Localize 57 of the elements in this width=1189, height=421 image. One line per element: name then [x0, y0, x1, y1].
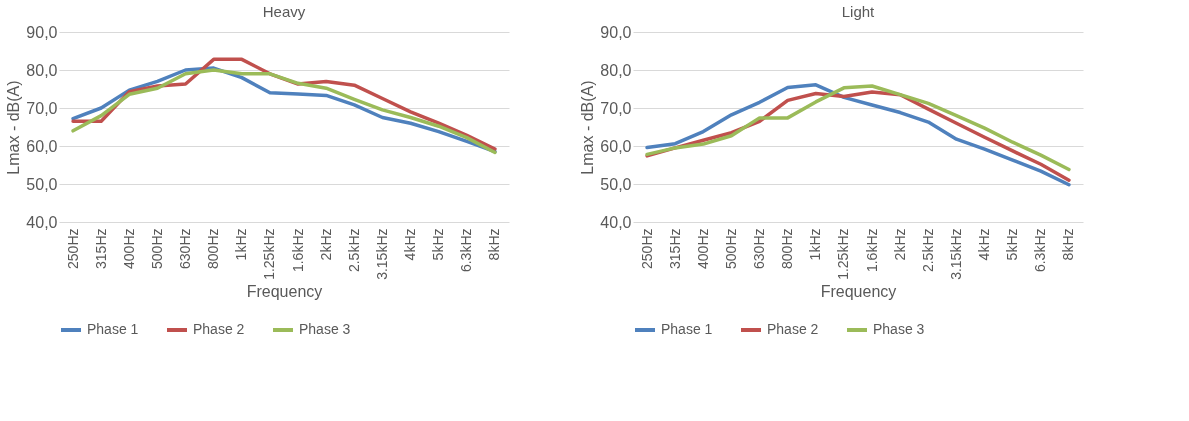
- y-tick-label: 90,0: [600, 23, 632, 41]
- legend-label: Phase 1: [87, 321, 139, 337]
- legend-label: Phase 3: [873, 321, 925, 337]
- legend-label: Phase 3: [299, 321, 351, 337]
- x-tick-label: 8kHz: [486, 228, 503, 261]
- y-axis-title: Lmax - dB(A): [579, 80, 597, 175]
- y-tick-label: 70,0: [26, 99, 58, 117]
- x-tick-label: 1.25kHz: [261, 228, 278, 280]
- x-tick-label: 500Hz: [722, 228, 739, 269]
- x-tick-label: 500Hz: [148, 228, 165, 269]
- x-tick-label: 4kHz: [976, 228, 993, 261]
- y-tick-label: 40,0: [600, 213, 632, 231]
- legend-label: Phase 2: [193, 321, 245, 337]
- y-tick-label: 80,0: [26, 61, 58, 79]
- x-tick-label: 8kHz: [1060, 228, 1077, 261]
- x-tick-label: 6.3kHz: [458, 228, 475, 273]
- x-tick-label: 3.15kHz: [947, 228, 964, 280]
- x-tick-label: 5kHz: [430, 228, 447, 261]
- x-axis-title: Frequency: [246, 282, 323, 300]
- x-tick-label: 2kHz: [317, 228, 334, 261]
- x-tick-label: 630Hz: [751, 228, 768, 269]
- x-tick-label: 1kHz: [807, 228, 824, 261]
- chart-title: Light: [841, 3, 876, 20]
- x-tick-label: 315Hz: [666, 228, 683, 269]
- y-tick-label: 70,0: [600, 99, 632, 117]
- x-tick-label: 800Hz: [205, 228, 222, 269]
- x-tick-label: 1kHz: [233, 228, 250, 261]
- y-tick-label: 40,0: [26, 213, 58, 231]
- chart-title: Heavy: [262, 3, 306, 20]
- y-tick-label: 60,0: [600, 137, 632, 155]
- x-tick-label: 315Hz: [92, 228, 109, 269]
- x-tick-label: 2.5kHz: [345, 228, 362, 273]
- x-tick-label: 250Hz: [638, 228, 655, 269]
- y-tick-label: 60,0: [26, 137, 58, 155]
- legend-label: Phase 1: [661, 321, 713, 337]
- x-tick-label: 800Hz: [779, 228, 796, 269]
- x-tick-label: 1.6kHz: [289, 228, 306, 273]
- x-tick-label: 3.15kHz: [373, 228, 390, 280]
- x-tick-label: 2.5kHz: [919, 228, 936, 273]
- x-tick-label: 1.6kHz: [863, 228, 880, 273]
- x-tick-label: 250Hz: [64, 228, 81, 269]
- y-tick-label: 80,0: [600, 61, 632, 79]
- y-tick-label: 50,0: [600, 175, 632, 193]
- y-axis-title: Lmax - dB(A): [5, 80, 23, 175]
- x-tick-label: 4kHz: [402, 228, 419, 261]
- x-tick-label: 6.3kHz: [1032, 228, 1049, 273]
- x-tick-label: 630Hz: [177, 228, 194, 269]
- y-tick-label: 90,0: [26, 23, 58, 41]
- x-tick-label: 400Hz: [694, 228, 711, 269]
- y-tick-label: 50,0: [26, 175, 58, 193]
- x-tick-label: 400Hz: [120, 228, 137, 269]
- x-tick-label: 1.25kHz: [835, 228, 852, 280]
- x-axis-title: Frequency: [820, 282, 897, 300]
- x-tick-label: 2kHz: [891, 228, 908, 261]
- line-series: [645, 84, 1071, 172]
- x-tick-label: 5kHz: [1004, 228, 1021, 261]
- legend-label: Phase 2: [767, 321, 819, 337]
